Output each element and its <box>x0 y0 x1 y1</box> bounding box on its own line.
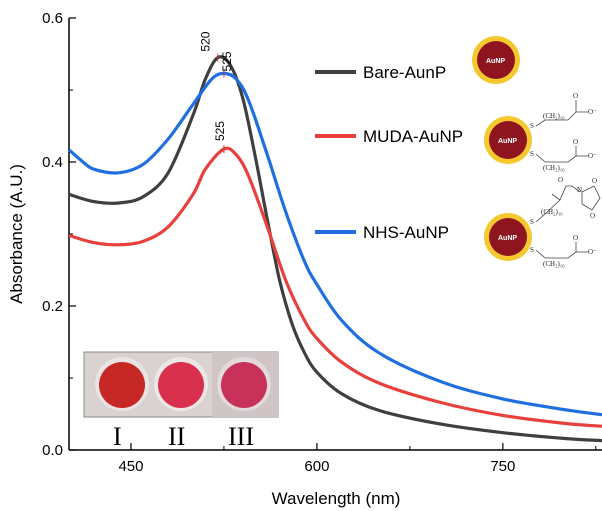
x-tick-label: 750 <box>490 458 515 475</box>
muda-o-bottom: O <box>573 138 578 146</box>
y-tick-label: 0.6 <box>42 10 63 27</box>
bare-core-label: AuNP <box>486 58 505 65</box>
peak-label: 525 <box>213 121 227 141</box>
nhs-chain-top-label: (CH₂)₁₀ <box>541 208 563 216</box>
nhs-ring-o2: O <box>590 212 595 220</box>
nhs-ring-o1: O <box>592 177 597 185</box>
nhs-carbonyl <box>551 193 561 201</box>
legend-label-2: MUDA-AuNP <box>363 127 463 146</box>
peak-labels: 520 525 525 <box>199 31 234 154</box>
nhs-ominus-bottom: O⁻ <box>588 248 597 256</box>
well-1-liquid <box>99 362 145 408</box>
x-tick-label: 600 <box>304 458 329 475</box>
peak-label: 520 <box>199 31 213 51</box>
nhs-s-bottom: S <box>530 246 534 254</box>
nhs-n: N <box>577 186 582 194</box>
nhs-s-top: S <box>530 218 534 226</box>
series-line-3 <box>67 71 602 417</box>
nhs-ring <box>581 185 601 211</box>
nhs-o-bottom: O <box>573 234 578 242</box>
curves <box>67 55 602 443</box>
y-tick-label: 0.4 <box>42 154 63 171</box>
y-tick-label: 0.0 <box>42 442 63 459</box>
legend-label-1: Bare-AunP <box>363 63 446 82</box>
series-line-2 <box>68 146 602 428</box>
legend-label-3: NHS-AuNP <box>363 223 449 242</box>
nhs-chain-bottom-label: (CH₂)₁₀ <box>543 260 565 268</box>
well-label-2: II <box>168 422 185 451</box>
nhs-chain-bottom <box>535 249 588 259</box>
well-label-3: III <box>228 422 254 451</box>
muda-chain-top <box>535 111 588 127</box>
nhs-core-label: AuNP <box>498 235 517 242</box>
x-tick-label: 450 <box>118 458 143 475</box>
muda-ominus-top: O⁻ <box>588 108 597 116</box>
y-axis-title: Absorbance (A.U.) <box>7 164 26 304</box>
muda-chain-bottom <box>535 153 588 163</box>
muda-o-top: O <box>573 92 578 100</box>
well-2-liquid <box>158 362 204 408</box>
muda-chain-top-label: (CH₂)₁₀ <box>543 112 565 120</box>
inset-photo: I II III <box>83 351 279 451</box>
bare-core <box>477 41 515 79</box>
muda-core <box>489 121 527 159</box>
schematic-muda: AuNP S S (CH₂)₁₀ (CH₂)₁₀ O O⁻ O O⁻ <box>484 92 597 172</box>
well-label-1: I <box>113 422 122 451</box>
series-line-1 <box>68 55 602 443</box>
muda-chain-bottom-label: (CH₂)₁₀ <box>543 164 565 172</box>
peak-label: 525 <box>220 51 234 71</box>
x-axis-title: Wavelength (nm) <box>272 489 401 508</box>
legend: Bare-AunP MUDA-AuNP NHS-AuNP <box>315 63 463 242</box>
schematic-bare: AuNP <box>472 36 520 84</box>
schematic-nhs: AuNP S S (CH₂)₁₀ O N O O (CH₂)₁₀ O O⁻ <box>484 176 601 268</box>
nhs-chain-top <box>535 185 581 223</box>
well-3-liquid <box>221 362 267 408</box>
nhs-core <box>489 218 527 256</box>
nhs-o-ester: O <box>558 176 563 184</box>
axis-ticks: 450 600 750 0.0 0.2 0.4 0.6 <box>42 10 597 475</box>
muda-core-label: AuNP <box>498 138 517 145</box>
muda-s-bottom: S <box>530 150 534 158</box>
muda-ominus-bottom: O⁻ <box>588 152 597 160</box>
y-tick-label: 0.2 <box>42 298 63 315</box>
muda-s-top: S <box>530 122 534 130</box>
